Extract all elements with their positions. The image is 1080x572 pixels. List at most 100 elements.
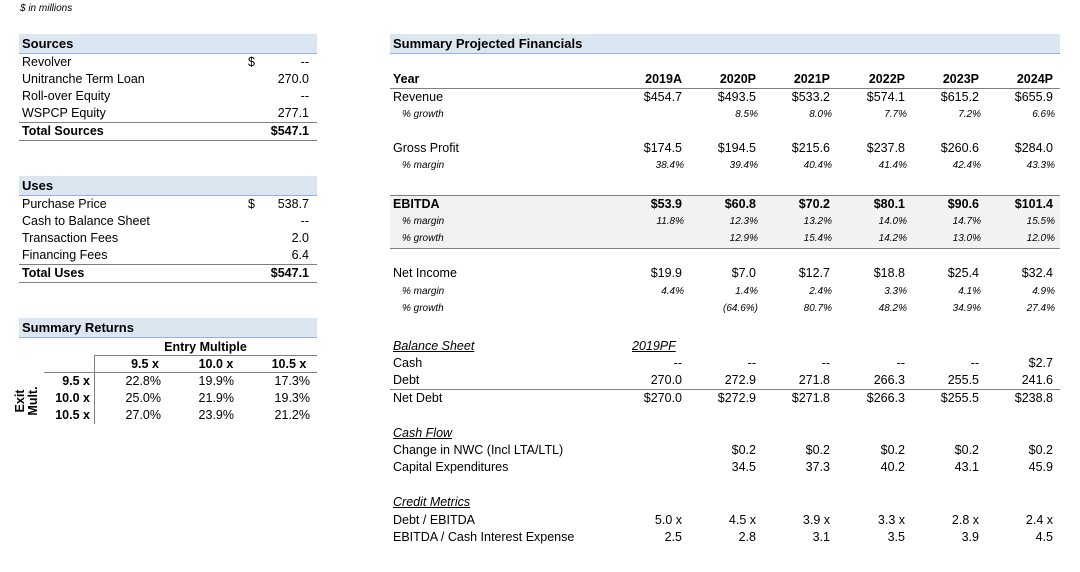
row-value: 13.2%: [803, 216, 832, 227]
row-value: $0.2: [1028, 443, 1053, 457]
row-value: $0.2: [731, 443, 756, 457]
row-value: $574.1: [866, 90, 905, 104]
row-value: 12.9%: [729, 233, 758, 244]
divider: [19, 282, 317, 283]
ebitda-margin-row: % margin 11.8% 12.3% 13.2% 14.0% 14.7% 15.5%: [390, 213, 1060, 230]
row-value: --: [970, 356, 979, 370]
gross-margin-row: % margin 38.4% 39.4% 40.4% 41.4% 42.4% 43.3%: [390, 157, 1060, 174]
row-label: Cash Flow: [393, 426, 453, 440]
returns-row: 10.5 x 27.0% 23.9% 21.2%: [44, 407, 317, 424]
row-value: $284.0: [1014, 141, 1053, 155]
row-value: 34.9%: [952, 303, 981, 314]
row-label: % margin: [402, 160, 445, 171]
row-label: Net Income: [393, 266, 457, 280]
sources-row: WSPCP Equity 277.1: [19, 105, 317, 122]
row-value: 42.4%: [952, 160, 981, 171]
row-value: $0.2: [880, 443, 905, 457]
currency-symbol: $: [248, 197, 255, 211]
row-value: $271.8: [791, 391, 830, 405]
row-value: 6.4: [291, 248, 309, 262]
exit-multiple: 10.0 x: [55, 391, 90, 405]
row-value: $237.8: [866, 141, 905, 155]
row-value: 4.1%: [958, 286, 981, 297]
row-label: EBITDA / Cash Interest Expense: [393, 530, 575, 544]
row-label: Gross Profit: [393, 141, 459, 155]
row-value: (64.6%): [722, 303, 758, 314]
balance-sheet-col-label: 2019PF: [632, 339, 676, 353]
row-value: $32.4: [1021, 266, 1053, 280]
row-value: 2020P: [719, 72, 756, 86]
returns-row: 10.0 x 25.0% 21.9% 19.3%: [44, 390, 317, 407]
row-label: WSPCP Equity: [22, 106, 106, 120]
return-value: 27.0%: [125, 408, 161, 422]
return-value: 22.8%: [125, 374, 161, 388]
row-value: 4.5: [1035, 530, 1053, 544]
row-value: 1.4%: [735, 286, 758, 297]
row-value: 255.5: [947, 373, 979, 387]
total-value: $547.1: [270, 124, 309, 138]
row-value: $255.5: [940, 391, 979, 405]
row-label: Unitranche Term Loan: [22, 72, 145, 86]
sources-total-row: Total Sources $547.1: [19, 123, 317, 140]
return-value: 23.9%: [198, 408, 234, 422]
row-label: Revenue: [393, 90, 444, 104]
row-label: Debt: [393, 373, 420, 387]
row-value: 266.3: [873, 373, 905, 387]
row-value: 37.3: [805, 460, 830, 474]
sources-row: Roll-over Equity --: [19, 88, 317, 105]
divider: [19, 264, 317, 265]
units-note: $ in millions: [20, 3, 73, 14]
returns-row: 9.5 x 22.8% 19.9% 17.3%: [44, 373, 317, 390]
row-value: $266.3: [866, 391, 905, 405]
uses-row: Cash to Balance Sheet --: [19, 213, 317, 230]
row-label: Cash to Balance Sheet: [22, 214, 150, 228]
row-value: 15.4%: [803, 233, 832, 244]
net-debt-row: Net Debt $270.0 $272.9 $271.8 $266.3 $255.5 $2…: [390, 390, 1060, 407]
row-value: 40.4%: [803, 160, 832, 171]
total-label: Total Sources: [22, 124, 104, 138]
row-value: 2021P: [793, 72, 830, 86]
entry-col-header: 10.5 x: [271, 357, 307, 371]
row-value: 270.0: [650, 373, 682, 387]
return-value: 21.2%: [274, 408, 310, 422]
row-value: $80.1: [873, 197, 905, 211]
row-label: Balance Sheet: [393, 339, 475, 353]
row-value: $53.9: [650, 197, 682, 211]
row-value: 8.0%: [809, 109, 832, 120]
row-label: Debt / EBITDA: [393, 513, 475, 527]
row-value: --: [896, 356, 905, 370]
row-label: Year: [393, 72, 420, 86]
row-value: 3.3 x: [877, 513, 905, 527]
cash-row: Cash -- -- -- -- -- $2.7: [390, 355, 1060, 372]
row-label: Purchase Price: [22, 197, 107, 211]
row-label: % growth: [402, 303, 444, 314]
row-label: % margin: [402, 286, 445, 297]
row-value: 15.5%: [1026, 216, 1055, 227]
row-value: 12.3%: [729, 216, 758, 227]
row-value: 2.4%: [809, 286, 832, 297]
row-label: EBITDA: [393, 197, 440, 211]
row-value: $18.8: [873, 266, 905, 280]
row-value: 3.9 x: [802, 513, 830, 527]
row-value: 2019A: [645, 72, 682, 86]
sources-row: Revolver $ --: [19, 54, 317, 71]
total-value: $547.1: [270, 266, 309, 280]
ni-margin-row: % margin 4.4% 1.4% 2.4% 3.3% 4.1% 4.9%: [390, 283, 1060, 300]
row-value: $454.7: [643, 90, 682, 104]
sources-header: Sources: [19, 34, 317, 54]
exit-mult-label: Exit Mult.: [13, 376, 40, 426]
currency-symbol: $: [248, 55, 255, 69]
ebitda-shaded-band: [390, 195, 1060, 248]
returns-header: Summary Returns: [19, 318, 317, 338]
row-value: 39.4%: [729, 160, 758, 171]
row-value: 14.7%: [952, 216, 981, 227]
row-value: --: [300, 89, 309, 103]
row-value: 2.4 x: [1025, 513, 1053, 527]
divider: [19, 140, 317, 141]
net-income-row: Net Income $19.9 $7.0 $12.7 $18.8 $25.4 $32.4: [390, 265, 1060, 282]
row-label: Revolver: [22, 55, 72, 69]
row-value: 2.5: [664, 530, 682, 544]
row-value: $0.2: [805, 443, 830, 457]
sources-row: Unitranche Term Loan 270.0: [19, 71, 317, 88]
divider: [390, 248, 1060, 249]
